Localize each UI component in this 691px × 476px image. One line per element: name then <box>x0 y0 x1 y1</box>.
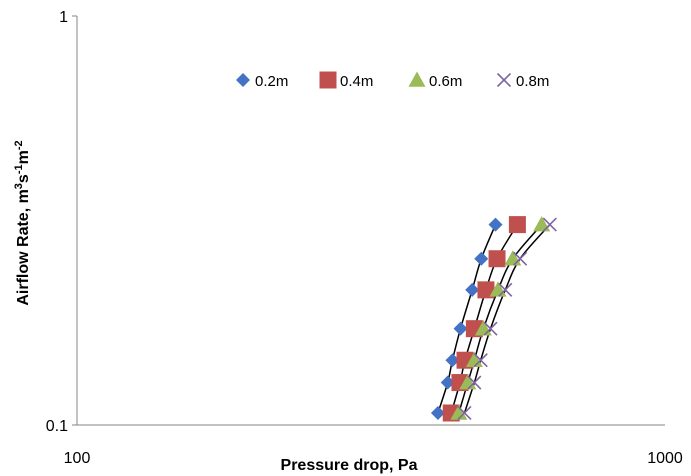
data-point <box>445 353 460 368</box>
x-tick-label: 100 <box>64 450 91 467</box>
data-point <box>542 217 557 232</box>
legend-marker <box>408 71 426 87</box>
legend-label: 0.8m <box>516 73 549 90</box>
y-axis-title: Airflow Rate, m3s-1m-2 <box>13 140 32 305</box>
legend-label: 0.2m <box>255 73 288 90</box>
y-axis-title-sup: -1 <box>13 164 25 174</box>
legend-marker <box>496 72 512 88</box>
data-point <box>488 250 506 268</box>
data-point <box>488 217 503 232</box>
data-point <box>467 375 482 390</box>
data-point <box>473 353 488 368</box>
y-ticks: 0.11 <box>46 9 77 435</box>
data-point <box>450 404 468 420</box>
y-tick-label: 0.1 <box>46 418 68 435</box>
y-axis-title-part: s <box>15 174 32 183</box>
data-point <box>474 251 489 266</box>
y-tick-label: 1 <box>59 9 68 26</box>
y-axis-title-part: m <box>15 150 32 164</box>
legend: 0.2m 0.4m 0.6m 0.8m <box>236 71 549 90</box>
legend-item: 0.4m <box>319 71 373 90</box>
legend-item: 0.2m <box>236 73 288 90</box>
data-point <box>440 375 455 390</box>
data-point <box>508 216 526 234</box>
legend-marker <box>236 73 250 87</box>
data-marks <box>430 216 557 422</box>
legend-label: 0.6m <box>429 73 462 90</box>
data-point <box>453 321 468 336</box>
legend-label: 0.4m <box>340 73 373 90</box>
plot-area <box>77 16 665 425</box>
data-point <box>483 321 498 336</box>
x-axis-title: Pressure drop, Pa <box>281 457 418 474</box>
data-point <box>430 405 445 420</box>
data-point <box>477 281 495 299</box>
data-point <box>498 282 513 297</box>
y-axis-title-sup: 3 <box>13 183 25 189</box>
x-tick-labels: 100 1000 <box>64 450 683 467</box>
legend-item: 0.8m <box>496 72 549 90</box>
legend-marker <box>319 71 337 89</box>
y-axis-title-part: Airflow Rate, m <box>15 189 32 305</box>
y-axis-title-sup: -2 <box>13 140 25 150</box>
data-point <box>457 405 472 421</box>
x-tick-label: 1000 <box>647 450 683 467</box>
data-point <box>465 282 480 297</box>
data-point <box>513 251 528 266</box>
legend-item: 0.6m <box>408 71 462 90</box>
